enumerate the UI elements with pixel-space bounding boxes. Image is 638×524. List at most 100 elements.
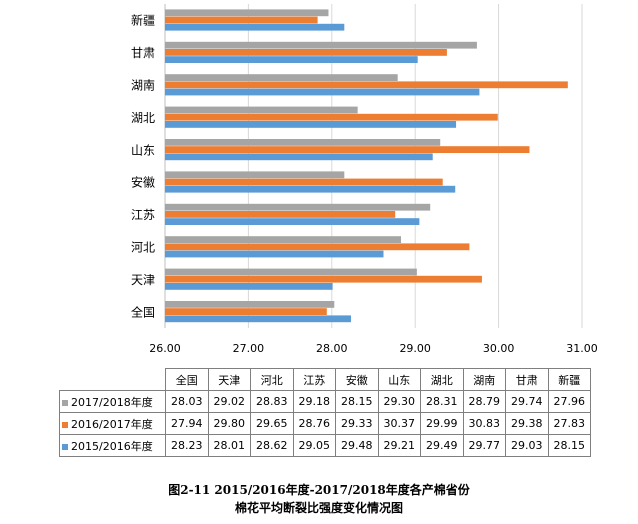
bar-2-9 xyxy=(165,16,318,24)
table-cell: 29.38 xyxy=(505,412,549,435)
bar-3-4 xyxy=(165,185,456,193)
bar-3-9 xyxy=(165,23,345,31)
series-name: 2016/2017年度 xyxy=(71,417,153,431)
x-tick-label: 26.00 xyxy=(149,342,181,355)
category-labels: 全国 天津 河北 江苏 安徽 山东 湖北 湖南 甘肃 新疆 xyxy=(131,13,155,320)
table-cell: 29.21 xyxy=(377,434,421,457)
table-header-cell: 全国 xyxy=(165,368,209,391)
table-cell: 27.94 xyxy=(165,412,209,435)
bar-2-1 xyxy=(165,275,482,283)
table-cell: 28.79 xyxy=(462,390,506,413)
table-row: 2016/2017年度 27.94 29.80 29.65 28.76 29.33 30.3… xyxy=(59,412,591,435)
bar-3-3 xyxy=(165,218,420,225)
caption-line-2: 棉花平均断裂比强度变化情况图 xyxy=(234,501,403,515)
bar-1-2 xyxy=(165,236,402,243)
table-cell: 29.74 xyxy=(505,390,549,413)
table-cell: 28.31 xyxy=(420,390,464,413)
category-label: 湖南 xyxy=(131,78,155,93)
table-header-cell: 山东 xyxy=(377,368,421,391)
bar-2-4 xyxy=(165,178,443,186)
table-cell: 29.30 xyxy=(377,390,421,413)
table-cell: 29.18 xyxy=(292,390,336,413)
category-label: 新疆 xyxy=(131,13,155,28)
table-cell: 27.96 xyxy=(547,390,591,413)
category-label: 河北 xyxy=(131,241,155,255)
table-cell: 30.83 xyxy=(462,412,506,435)
table-cell: 29.99 xyxy=(420,412,464,435)
bar-chart: 全国 天津 河北 江苏 安徽 山东 湖北 湖南 甘肃 新疆 26.00 27.00 28.00 29.0… xyxy=(131,4,598,355)
bar-1-1 xyxy=(165,268,417,276)
bar-3-6 xyxy=(165,121,457,128)
table-cell: 28.03 xyxy=(165,390,209,413)
legend-swatch xyxy=(62,399,68,406)
table-header-cell: 湖南 xyxy=(462,368,506,391)
x-tick-label: 28.00 xyxy=(316,342,348,355)
x-tick-label: 29.00 xyxy=(399,342,431,355)
bar-1-9 xyxy=(165,9,329,17)
table-cell: 29.03 xyxy=(505,434,549,457)
bar-2-2 xyxy=(165,243,470,251)
table-cell: 29.65 xyxy=(250,412,294,435)
table-header-row: 全国 天津 河北 江苏 安徽 山东 湖北 湖南 甘肃 新疆 xyxy=(60,368,591,391)
bar-2-3 xyxy=(165,211,396,218)
category-label: 甘肃 xyxy=(131,46,155,60)
bar-1-8 xyxy=(165,41,477,49)
table-header-cell: 江苏 xyxy=(292,368,336,391)
category-label: 安徽 xyxy=(131,175,155,190)
x-tick-label: 30.00 xyxy=(483,342,515,355)
legend-swatch xyxy=(62,421,68,428)
bar-3-2 xyxy=(165,250,384,258)
table-cell: 29.05 xyxy=(292,434,336,457)
bar-2-0 xyxy=(165,308,327,315)
series-name-cell: 2015/2016年度 xyxy=(59,434,166,457)
table-cell: 29.77 xyxy=(462,434,506,457)
bar-2-5 xyxy=(165,146,530,153)
bars xyxy=(165,9,568,323)
table-corner xyxy=(60,369,166,391)
x-tick-label: 31.00 xyxy=(566,342,598,355)
bar-3-1 xyxy=(165,283,333,290)
x-tick-label: 27.00 xyxy=(233,342,265,355)
table-cell: 30.37 xyxy=(377,412,421,435)
bar-2-6 xyxy=(165,113,498,121)
bar-1-5 xyxy=(165,139,441,146)
table-cell: 28.23 xyxy=(165,434,209,457)
table-row: 2017/2018年度 28.03 29.02 28.83 29.18 28.15 29.3… xyxy=(59,390,591,413)
data-table: 全国 天津 河北 江苏 安徽 山东 湖北 湖南 甘肃 新疆 2017/2018年度 28.03 29.0… xyxy=(59,368,591,457)
bar-2-7 xyxy=(165,81,568,89)
bar-1-6 xyxy=(165,106,358,114)
table-cell: 28.15 xyxy=(335,390,379,413)
bar-1-4 xyxy=(165,171,345,179)
table-cell: 29.33 xyxy=(335,412,379,435)
bar-1-7 xyxy=(165,74,398,81)
table-cell: 28.62 xyxy=(250,434,294,457)
figure-caption: 图2-11 2015/2016年度-2017/2018年度各产棉省份 棉花平均断… xyxy=(0,481,638,517)
table-cell: 29.80 xyxy=(207,412,251,435)
table-header-cell: 河北 xyxy=(250,368,294,391)
table-header-cell: 安徽 xyxy=(335,368,379,391)
caption-line-1: 图2-11 2015/2016年度-2017/2018年度各产棉省份 xyxy=(168,483,470,497)
table-cell: 29.49 xyxy=(420,434,464,457)
table-header-cell: 湖北 xyxy=(420,368,464,391)
table-header-cell: 新疆 xyxy=(547,368,591,391)
bar-3-5 xyxy=(165,153,433,161)
category-label: 山东 xyxy=(131,143,155,157)
category-label: 天津 xyxy=(131,273,155,287)
series-name: 2015/2016年度 xyxy=(71,439,153,453)
series-name-cell: 2017/2018年度 xyxy=(59,390,166,413)
table-cell: 28.01 xyxy=(207,434,251,457)
bar-1-0 xyxy=(165,301,335,308)
category-label: 全国 xyxy=(131,304,155,319)
table-cell: 28.76 xyxy=(292,412,336,435)
table-cell: 28.83 xyxy=(250,390,294,413)
bar-2-8 xyxy=(165,49,447,56)
series-name: 2017/2018年度 xyxy=(71,395,153,409)
table-header-cell: 甘肃 xyxy=(505,368,549,391)
bar-3-8 xyxy=(165,56,418,63)
table-cell: 28.15 xyxy=(547,434,591,457)
table-row: 2015/2016年度 28.23 28.01 28.62 29.05 29.48 29.2… xyxy=(59,434,591,457)
legend-swatch xyxy=(62,443,68,450)
bar-3-0 xyxy=(165,315,351,323)
table-cell: 27.83 xyxy=(547,412,591,435)
category-label: 江苏 xyxy=(131,208,155,222)
